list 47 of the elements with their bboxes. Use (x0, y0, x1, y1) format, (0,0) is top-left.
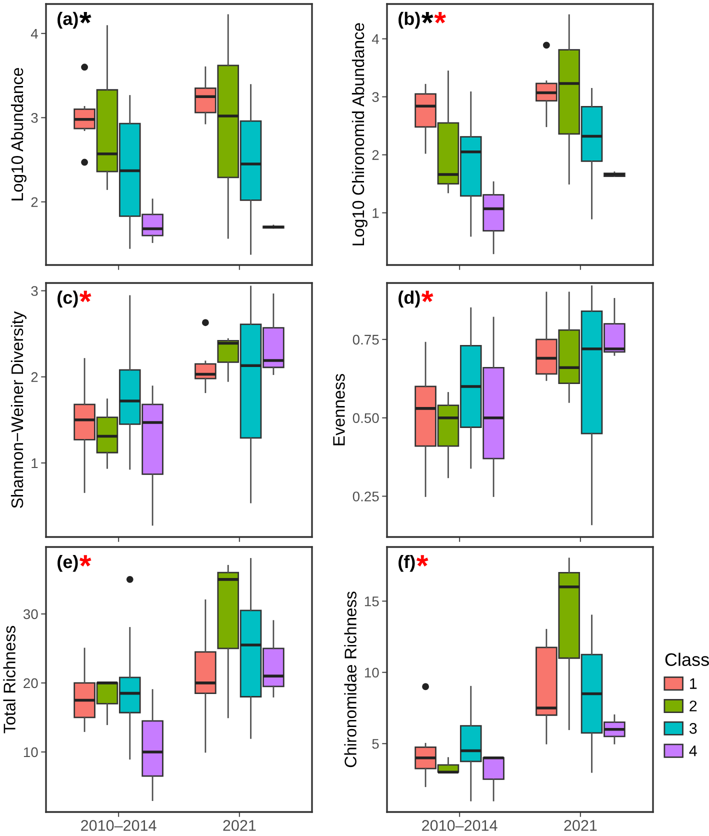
legend-label: 1 (690, 678, 697, 689)
legend-label: 3 (689, 722, 697, 734)
y-tick-label: 3 (31, 112, 38, 123)
y-tick-label: 1 (372, 208, 379, 218)
chart-title: (a) (58, 12, 78, 29)
x-tick-label: 2010–2014 (81, 820, 156, 831)
legend-label: 2 (690, 700, 697, 712)
legend-label: 4 (689, 746, 697, 756)
y-tick-label: 0.25 (352, 492, 379, 502)
x-tick-label: 2021 (564, 820, 597, 831)
annotation: * (434, 12, 446, 24)
y-tick-label: 2 (31, 197, 38, 207)
y-axis-title: Chironomidae Richness (344, 592, 356, 768)
annotation: * (79, 12, 92, 24)
y-tick-label: 20 (24, 678, 38, 688)
y-tick-label: 2 (372, 150, 379, 160)
y-axis-title: Total Richness (3, 626, 16, 734)
legend-title: Class (665, 652, 709, 666)
y-tick-label: 10 (24, 747, 38, 758)
y-tick-label: 4 (30, 28, 38, 38)
y-axis-title: Evenness (333, 374, 345, 446)
y-tick-label: 10 (364, 668, 379, 678)
y-tick-label: 5 (372, 739, 379, 749)
annotation: * (416, 555, 428, 566)
chart-title: (b) (398, 12, 420, 29)
y-tick-label: 15 (364, 596, 379, 606)
y-tick-label: 1 (32, 458, 38, 468)
y-tick-label: 3 (372, 92, 379, 102)
y-tick-label: 0.75 (352, 334, 379, 345)
y-tick-label: 3 (31, 286, 38, 296)
annotation: * (421, 12, 434, 24)
y-axis-title: Log10 Abundance (10, 68, 26, 200)
chart-title: (e) (58, 554, 78, 572)
y-axis-title: Shannon−Weiner Diversity (10, 311, 26, 508)
chart-title: (f) (398, 554, 415, 572)
chart-title: (c) (58, 290, 78, 308)
annotation: * (421, 290, 434, 302)
y-axis-title: Log10 Chironomid Abundance (352, 23, 368, 246)
x-tick-label: 2021 (223, 820, 256, 831)
x-tick-label: 2010–2014 (422, 820, 498, 831)
y-tick-label: 2 (31, 372, 38, 382)
y-tick-label: 0.50 (352, 413, 379, 424)
chart-title: (d) (398, 290, 420, 308)
y-tick-label: 30 (23, 609, 38, 620)
annotation: * (79, 555, 92, 566)
y-tick-label: 4 (372, 34, 379, 44)
annotation: * (79, 290, 92, 302)
